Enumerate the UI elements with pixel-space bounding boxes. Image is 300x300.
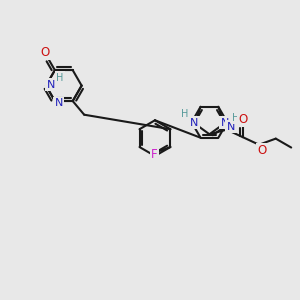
Text: N: N bbox=[221, 118, 229, 128]
Text: N: N bbox=[47, 80, 55, 90]
Text: H: H bbox=[232, 113, 239, 123]
Text: N: N bbox=[226, 122, 235, 132]
Text: F: F bbox=[151, 148, 158, 161]
Text: N: N bbox=[55, 98, 63, 108]
Text: O: O bbox=[238, 113, 248, 126]
Text: O: O bbox=[40, 46, 50, 59]
Text: O: O bbox=[257, 144, 267, 157]
Text: H: H bbox=[56, 73, 64, 83]
Text: N: N bbox=[190, 118, 198, 128]
Text: H: H bbox=[182, 109, 189, 119]
